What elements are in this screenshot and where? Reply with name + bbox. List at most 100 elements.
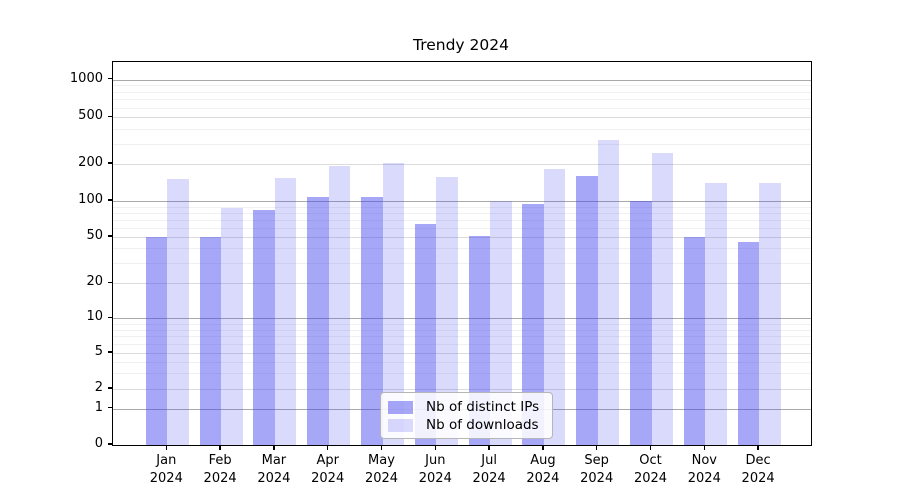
gridline-minor	[113, 373, 811, 375]
y-tick-label: 500	[78, 108, 103, 124]
gridline-major	[113, 201, 811, 203]
y-tick-label: 20	[86, 274, 103, 290]
x-tick-label-month: Jan	[156, 453, 177, 468]
x-tick-label-year: 2024	[472, 471, 506, 486]
legend-swatch-downloads	[388, 418, 413, 432]
gridline-minor	[113, 143, 811, 145]
x-tick-mark	[488, 445, 490, 451]
gridline-major	[113, 318, 811, 320]
gridline-minor	[113, 206, 811, 208]
x-tick-mark	[165, 445, 167, 451]
x-tick-mark	[757, 445, 759, 451]
y-tick-label: 50	[86, 228, 103, 244]
y-tick-mark	[107, 443, 113, 445]
plot-area	[112, 61, 812, 446]
gridline-major	[113, 352, 811, 354]
y-tick-label: 1	[94, 399, 103, 415]
y-tick-mark	[107, 199, 113, 201]
x-tick-label: Mar 2024	[242, 452, 306, 488]
bar-downloads-jun	[436, 176, 458, 445]
x-tick-mark	[596, 445, 598, 451]
x-tick-label-year: 2024	[311, 471, 345, 486]
gridline-minor	[113, 219, 811, 221]
bar-downloads-mar	[274, 178, 297, 445]
x-tick-label-year: 2024	[687, 471, 721, 486]
x-tick-mark	[380, 445, 383, 451]
x-tick-label: Dec 2024	[726, 452, 790, 488]
x-tick-label: Jul 2024	[457, 452, 521, 488]
bar-downloads-nov	[705, 182, 727, 445]
gridline-major	[113, 117, 811, 119]
y-tick-mark	[107, 387, 113, 389]
gridline-minor	[113, 329, 811, 331]
bar-downloads-jul	[490, 201, 512, 445]
y-tick-label: 1000	[69, 70, 103, 86]
bar-distinct-ips-dec	[737, 242, 760, 445]
x-tick-label: Apr 2024	[296, 452, 360, 488]
bar-downloads-may	[382, 162, 404, 445]
x-tick-label-month: Dec	[745, 453, 771, 468]
x-tick-label: Feb 2024	[188, 452, 252, 488]
y-tick-mark	[107, 77, 113, 80]
x-tick-label: May 2024	[350, 452, 414, 488]
bar-distinct-ips-aug	[522, 204, 544, 445]
gridline-minor	[113, 128, 811, 130]
x-tick-label-month: Sep	[584, 453, 609, 468]
legend: Nb of distinct IPs Nb of downloads	[380, 392, 553, 439]
x-tick-label-month: Mar	[261, 453, 287, 468]
gridline-minor	[113, 343, 811, 345]
gridline-major	[113, 283, 811, 285]
y-tick-mark	[107, 235, 113, 237]
x-tick-mark	[327, 445, 329, 451]
x-tick-mark	[434, 445, 436, 451]
x-tick-label-year: 2024	[633, 471, 668, 486]
x-tick-label-year: 2024	[580, 471, 614, 486]
chart-title: Trendy 2024	[413, 36, 509, 54]
y-tick-mark	[107, 316, 113, 319]
y-tick-mark	[107, 162, 113, 164]
x-tick-label-year: 2024	[203, 471, 237, 486]
gridline-minor	[113, 85, 811, 87]
x-tick-label: Aug 2024	[511, 452, 575, 488]
y-tick-label: 0	[94, 436, 103, 451]
y-tick-mark	[107, 281, 113, 284]
x-tick-label: Nov 2024	[672, 452, 736, 488]
x-tick-label: Oct 2024	[619, 452, 683, 488]
gridline-minor	[113, 262, 811, 264]
gridline-major	[113, 237, 811, 239]
bar-distinct-ips-mar	[253, 210, 275, 445]
x-tick-label-month: Jul	[481, 453, 497, 468]
x-tick-mark	[542, 445, 544, 451]
x-tick-label-year: 2024	[149, 471, 183, 486]
x-tick-mark	[273, 445, 275, 451]
x-tick-label: Jun 2024	[403, 452, 467, 488]
gridline-minor	[113, 99, 811, 101]
gridline-major	[113, 79, 811, 81]
bar-downloads-feb	[221, 207, 243, 445]
gridline-minor	[113, 336, 811, 338]
x-tick-mark	[703, 445, 705, 451]
bar-downloads-jan	[167, 179, 189, 445]
x-tick-label-year: 2024	[741, 471, 775, 486]
y-tick-label: 100	[78, 192, 103, 208]
gridline-minor	[113, 323, 811, 325]
x-tick-label-year: 2024	[418, 471, 452, 486]
gridline-minor	[113, 248, 811, 250]
y-tick-label: 10	[86, 309, 103, 325]
gridline-minor	[113, 227, 811, 229]
x-tick-label: Sep 2024	[565, 452, 629, 488]
x-tick-mark	[219, 445, 221, 451]
x-tick-label-month: Oct	[639, 453, 662, 468]
bar-distinct-ips-feb	[199, 237, 222, 445]
gridline-major	[113, 389, 811, 390]
bar-distinct-ips-jan	[145, 237, 168, 445]
bar-distinct-ips-jun	[414, 224, 437, 445]
y-tick-mark	[107, 351, 113, 353]
gridline-major	[113, 164, 811, 166]
bar-distinct-ips-sep	[576, 176, 598, 445]
x-tick-label-month: Aug	[530, 453, 556, 468]
gridline-minor	[113, 107, 811, 109]
bar-downloads-sep	[597, 139, 620, 445]
bar-distinct-ips-oct	[630, 201, 652, 445]
